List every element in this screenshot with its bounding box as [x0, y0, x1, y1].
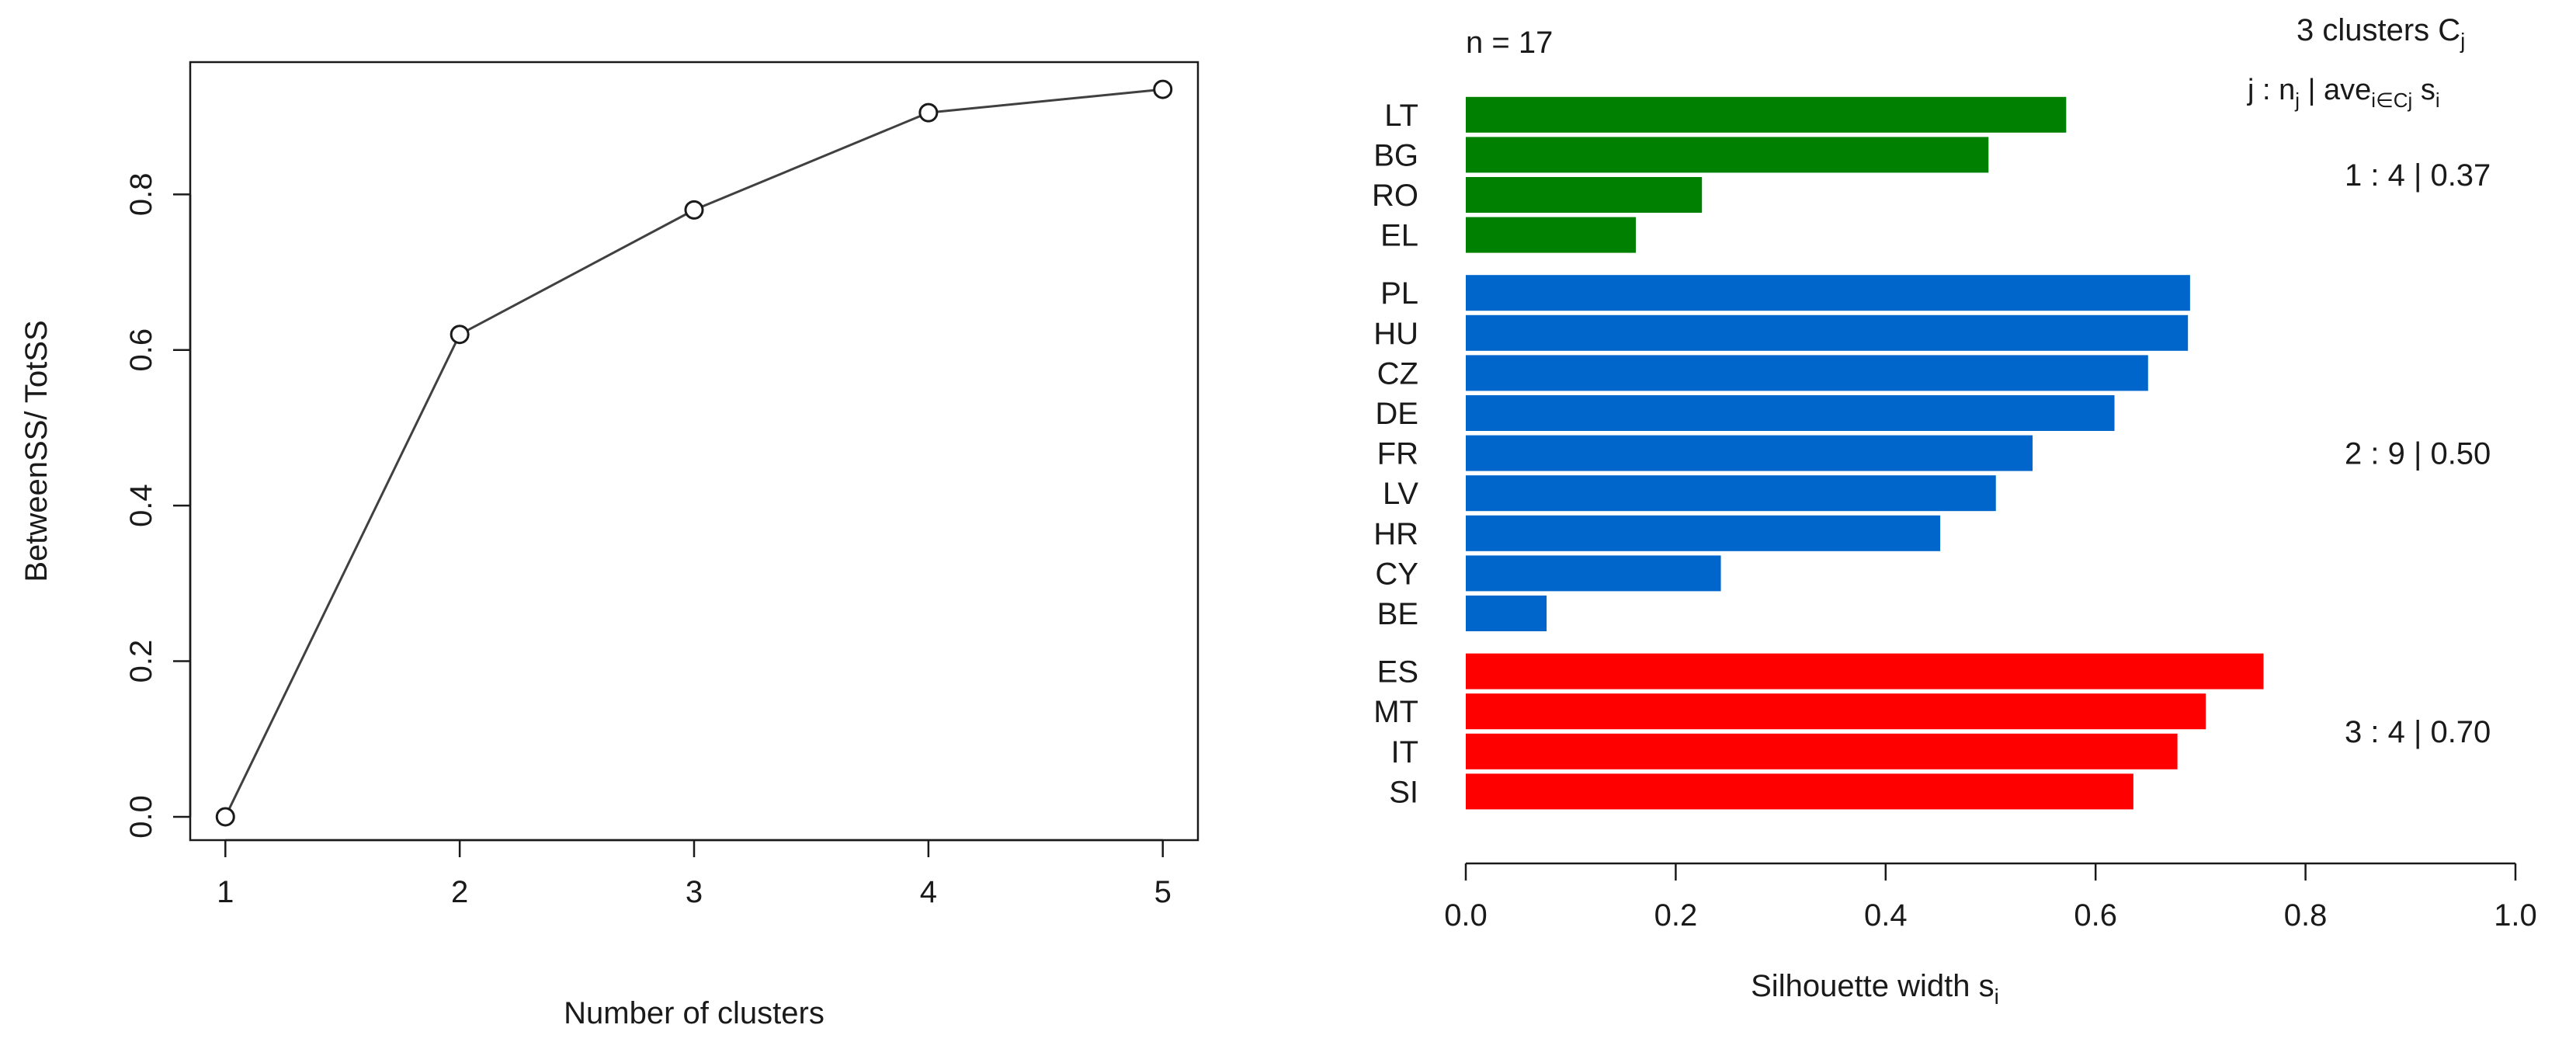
silhouette-bar-CZ — [1466, 355, 2148, 391]
cluster-summary-2: 2 : 9 | 0.50 — [2345, 437, 2491, 471]
silhouette-tick-label: 0.0 — [1444, 898, 1488, 933]
country-label-HR: HR — [1373, 517, 1418, 551]
elbow-line — [224, 88, 1163, 818]
x-tick-label: 1 — [217, 875, 234, 909]
cluster-summaries: 1 : 4 | 0.37 2 : 9 | 0.50 3 : 4 | 0.70 — [2345, 158, 2491, 749]
y-tick-label: 0.0 — [124, 795, 158, 839]
country-label-LV: LV — [1383, 477, 1418, 511]
silhouette-x-axis: 0.0 0.2 0.4 0.6 0.8 1.0 — [1444, 862, 2537, 933]
x-tick-label: 5 — [1154, 875, 1172, 909]
data-point — [684, 200, 704, 220]
legend-title: 3 clusters Cj — [2297, 13, 2465, 53]
silhouette-bar-FR — [1466, 435, 2033, 471]
silhouette-bar-ES — [1466, 653, 2264, 689]
silhouette-x-label: Silhouette width si — [1751, 969, 1999, 1009]
sample-count: n = 17 — [1466, 26, 1553, 60]
silhouette-tick-label: 0.2 — [1654, 898, 1698, 933]
silhouette-bar-EL — [1466, 217, 1637, 253]
legend-header-part1: j : n — [2247, 74, 2295, 106]
silhouette-bar-LT — [1466, 96, 2067, 133]
data-point — [215, 807, 235, 827]
x-tick-label: 2 — [451, 875, 468, 909]
silhouette-x-label-subscript: i — [1994, 985, 1999, 1009]
legend-header-sub2: i∈Cj — [2371, 89, 2412, 112]
x-tick-label: 4 — [920, 875, 937, 909]
y-tick-label: 0.2 — [124, 640, 158, 683]
data-point — [450, 325, 470, 345]
country-labels: LT BG RO EL PL HU CZ DE FR LV HR CY BE ES MT IT SI — [1372, 99, 1418, 810]
silhouette-bars — [1466, 96, 2264, 810]
y-tick-label: 0.4 — [124, 484, 158, 527]
silhouette-chart: n = 17 3 clusters Cj j : nj | avei∈Cj si… — [1372, 13, 2537, 1009]
data-point — [1153, 79, 1173, 99]
silhouette-bar-LV — [1466, 475, 1996, 512]
legend-header-part2: | ave — [2300, 74, 2371, 106]
country-label-MT: MT — [1373, 695, 1418, 729]
silhouette-bar-RO — [1466, 177, 1703, 213]
cluster-summary-3: 3 : 4 | 0.70 — [2345, 715, 2491, 749]
silhouette-x-label-main: Silhouette width s — [1751, 969, 1994, 1003]
country-label-FR: FR — [1377, 437, 1418, 471]
country-label-RO: RO — [1372, 179, 1418, 213]
country-label-BE: BE — [1377, 597, 1418, 631]
silhouette-bar-CY — [1466, 555, 1721, 592]
elbow-axes: 1 2 3 4 5 0.0 0.2 0.4 0.6 0.8 — [124, 173, 1172, 909]
silhouette-tick-label: 0.8 — [2284, 898, 2328, 933]
legend-header-sub3: i — [2435, 89, 2440, 112]
country-label-PL: PL — [1380, 276, 1418, 311]
elbow-points — [215, 79, 1173, 827]
elbow-chart: 1 2 3 4 50.00.20.40.60.8 Number of clusters … — [19, 61, 1199, 1030]
silhouette-bar-DE — [1466, 395, 2115, 431]
y-tick-label: 0.6 — [124, 328, 158, 372]
country-label-DE: DE — [1375, 397, 1418, 431]
silhouette-bar-SI — [1466, 773, 2133, 810]
silhouette-bar-HU — [1466, 314, 2189, 351]
legend-header-part3: s — [2412, 74, 2435, 106]
plot-frame — [189, 61, 1199, 842]
data-point — [918, 102, 939, 123]
country-label-EL: EL — [1380, 219, 1418, 253]
country-label-CY: CY — [1375, 557, 1418, 591]
x-axis-label: Number of clusters — [564, 996, 825, 1030]
y-axis-label: BetweenSS/ TotSS — [19, 320, 54, 582]
silhouette-bar-BE — [1466, 596, 1547, 631]
silhouette-tick-label: 0.6 — [2074, 898, 2117, 933]
legend-header-sub1: j — [2294, 89, 2300, 112]
silhouette-bar-PL — [1466, 275, 2190, 311]
country-label-IT: IT — [1390, 735, 1418, 769]
silhouette-bar-MT — [1466, 693, 2206, 730]
silhouette-bar-BG — [1466, 137, 1989, 173]
y-tick-label: 0.8 — [124, 173, 158, 217]
legend-title-main: 3 clusters C — [2297, 13, 2460, 47]
legend-header: j : nj | avei∈Cj si — [2247, 74, 2440, 112]
silhouette-bar-IT — [1466, 733, 2178, 769]
silhouette-tick-label: 1.0 — [2494, 898, 2537, 933]
country-label-CZ: CZ — [1377, 356, 1418, 391]
x-tick-label: 3 — [686, 875, 703, 909]
silhouette-tick-label: 0.4 — [1864, 898, 1908, 933]
country-label-LT: LT — [1384, 99, 1418, 133]
country-label-BG: BG — [1373, 138, 1418, 172]
country-label-SI: SI — [1389, 775, 1418, 809]
country-label-HU: HU — [1373, 317, 1418, 351]
country-label-ES: ES — [1377, 655, 1418, 689]
cluster-summary-1: 1 : 4 | 0.37 — [2345, 158, 2491, 193]
legend-title-subscript: j — [2460, 29, 2465, 53]
silhouette-bar-HR — [1466, 515, 1941, 551]
